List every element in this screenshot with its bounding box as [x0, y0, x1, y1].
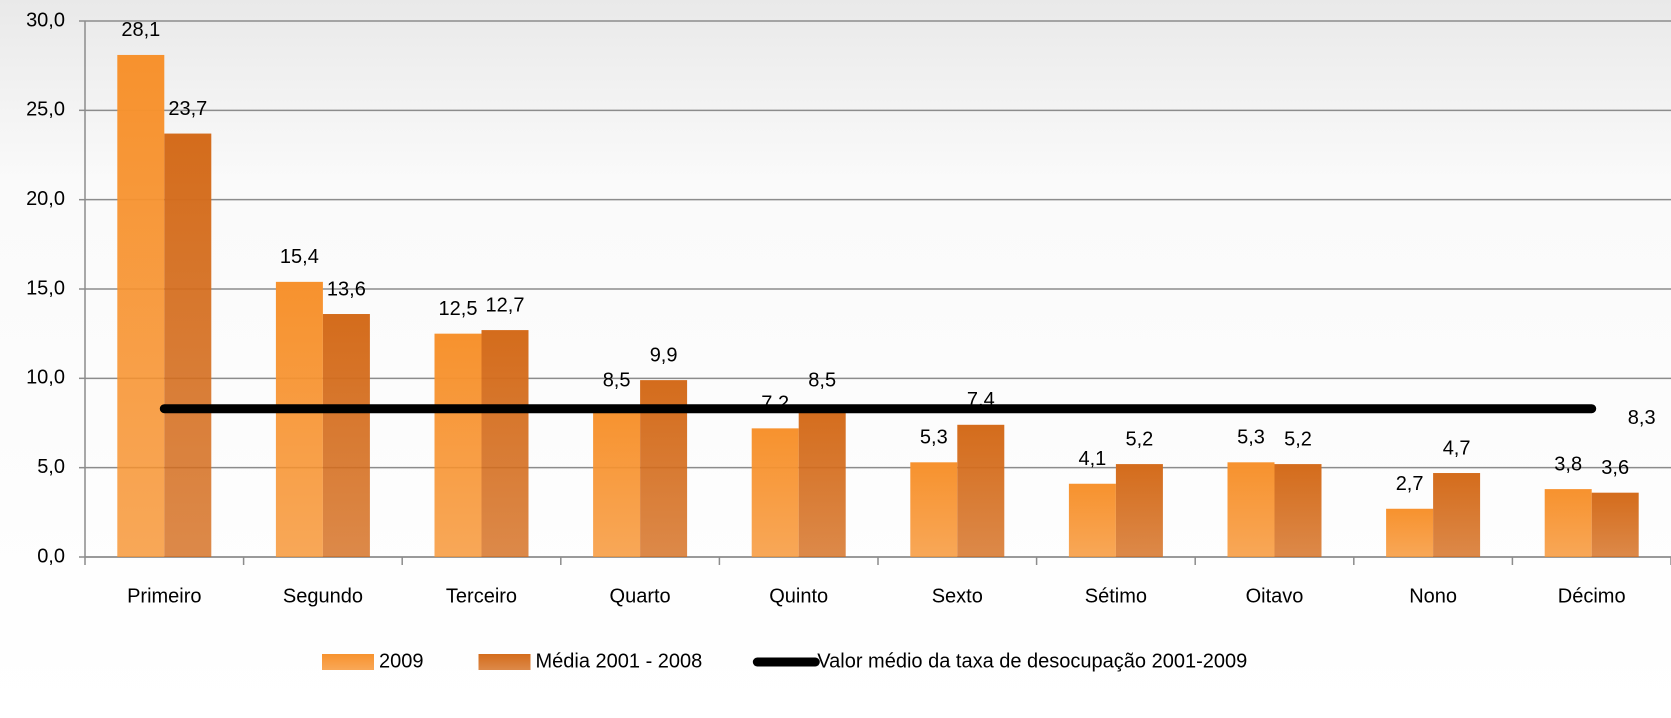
bar — [1386, 508, 1434, 557]
bar — [434, 333, 482, 557]
x-tick-label: Sexto — [932, 585, 983, 607]
x-tick-label: Quarto — [610, 585, 671, 607]
bar — [1115, 464, 1163, 557]
data-label: 5,2 — [1125, 428, 1153, 450]
bar — [798, 405, 846, 557]
bar — [1227, 462, 1275, 557]
x-tick-label: Terceiro — [446, 585, 517, 607]
data-label: 12,7 — [486, 294, 525, 316]
x-tick-label: Sétimo — [1085, 585, 1147, 607]
bar — [910, 462, 958, 557]
y-tick-label: 25,0 — [26, 99, 65, 121]
data-label: 8,3 — [1628, 407, 1656, 429]
x-tick-label: Nono — [1409, 585, 1457, 607]
y-tick-label: 10,0 — [26, 367, 65, 389]
bar — [164, 133, 212, 557]
bar — [1068, 483, 1116, 557]
bar — [322, 314, 370, 557]
data-label: 28,1 — [121, 19, 160, 41]
bar — [751, 428, 799, 557]
data-label: 8,5 — [808, 369, 836, 391]
data-label: 23,7 — [168, 98, 207, 120]
data-label: 9,9 — [650, 344, 678, 366]
data-label: 13,6 — [327, 278, 366, 300]
bar — [593, 405, 641, 557]
x-tick-label: Décimo — [1558, 585, 1626, 607]
x-tick-label: Quinto — [769, 585, 828, 607]
data-label: 3,6 — [1601, 457, 1629, 479]
bar — [275, 281, 323, 557]
data-label: 8,5 — [603, 369, 631, 391]
y-tick-label: 20,0 — [26, 188, 65, 210]
legend-label: Valor médio da taxa de desocupação 2001-… — [817, 650, 1247, 672]
legend-swatch — [478, 654, 531, 670]
data-label: 5,2 — [1284, 428, 1312, 450]
legend-label: Média 2001 - 2008 — [536, 650, 703, 672]
bar — [1544, 489, 1592, 557]
legend-swatch — [322, 654, 374, 670]
x-tick-label: Primeiro — [127, 585, 201, 607]
legend-label: 2009 — [379, 650, 424, 672]
data-label: 12,5 — [439, 298, 478, 320]
data-label: 2,7 — [1396, 473, 1424, 495]
x-tick-label: Segundo — [283, 585, 363, 607]
x-tick-label: Oitavo — [1246, 585, 1304, 607]
data-label: 3,8 — [1554, 453, 1582, 475]
y-tick-label: 0,0 — [37, 545, 65, 567]
bar — [117, 54, 165, 558]
data-label: 15,4 — [280, 246, 319, 268]
data-label: 4,7 — [1443, 437, 1471, 459]
data-label: 5,3 — [1237, 427, 1265, 449]
bar — [957, 424, 1005, 557]
data-label: 5,3 — [920, 427, 948, 449]
data-label: 4,1 — [1078, 448, 1106, 470]
bar — [1433, 473, 1481, 557]
y-tick-label: 5,0 — [37, 456, 65, 478]
bar — [1274, 464, 1322, 557]
y-tick-label: 30,0 — [26, 9, 65, 31]
bar — [481, 330, 529, 557]
bar — [1591, 492, 1639, 557]
y-tick-label: 15,0 — [26, 277, 65, 299]
